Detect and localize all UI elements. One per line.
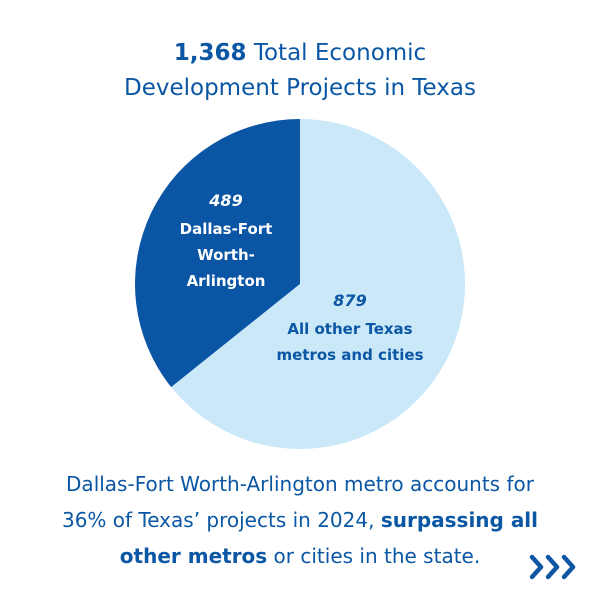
total-count: 1,368 [173,40,247,66]
slice-label-2: 879 All other Texas metros and cities [276,291,423,364]
triple-chevron-right-icon[interactable] [526,552,582,582]
slice-value-label: 489 [208,191,242,210]
title-line-1: 1,368 Total Economic [0,36,600,71]
slice-name-label: Arlington [187,272,266,290]
slice-value-label: 879 [333,291,366,310]
caption-line-3-text: or cities in the state. [267,544,481,568]
slice-name-label: Worth- [197,246,255,264]
slice-name-label: Dallas-Fort [180,220,273,238]
caption: Dallas-Fort Worth-Arlington metro accoun… [20,466,580,574]
title-line-2: Development Projects in Texas [124,75,476,101]
slice-label-1: 489 Dallas-Fort Worth- Arlington [180,191,273,290]
pie-slice-2 [171,119,466,449]
caption-line-2-text: 36% of Texas’ projects in 2024, [61,508,381,532]
caption-emphasis-2: other metros [119,544,268,568]
caption-line-2: 36% of Texas’ projects in 2024, surpassi… [20,502,580,538]
caption-line-1: Dallas-Fort Worth-Arlington metro accoun… [66,472,534,496]
slice-name-label: All other Texas [287,320,412,338]
caption-line-3: other metros or cities in the state. [20,538,580,574]
pie-slice-1 [135,119,300,388]
caption-emphasis-1: surpassing all [380,508,539,532]
slice-name-label: metros and cities [276,346,423,364]
chart-title: 1,368 Total Economic Development Project… [0,36,600,106]
title-text: Total Economic [246,40,427,66]
